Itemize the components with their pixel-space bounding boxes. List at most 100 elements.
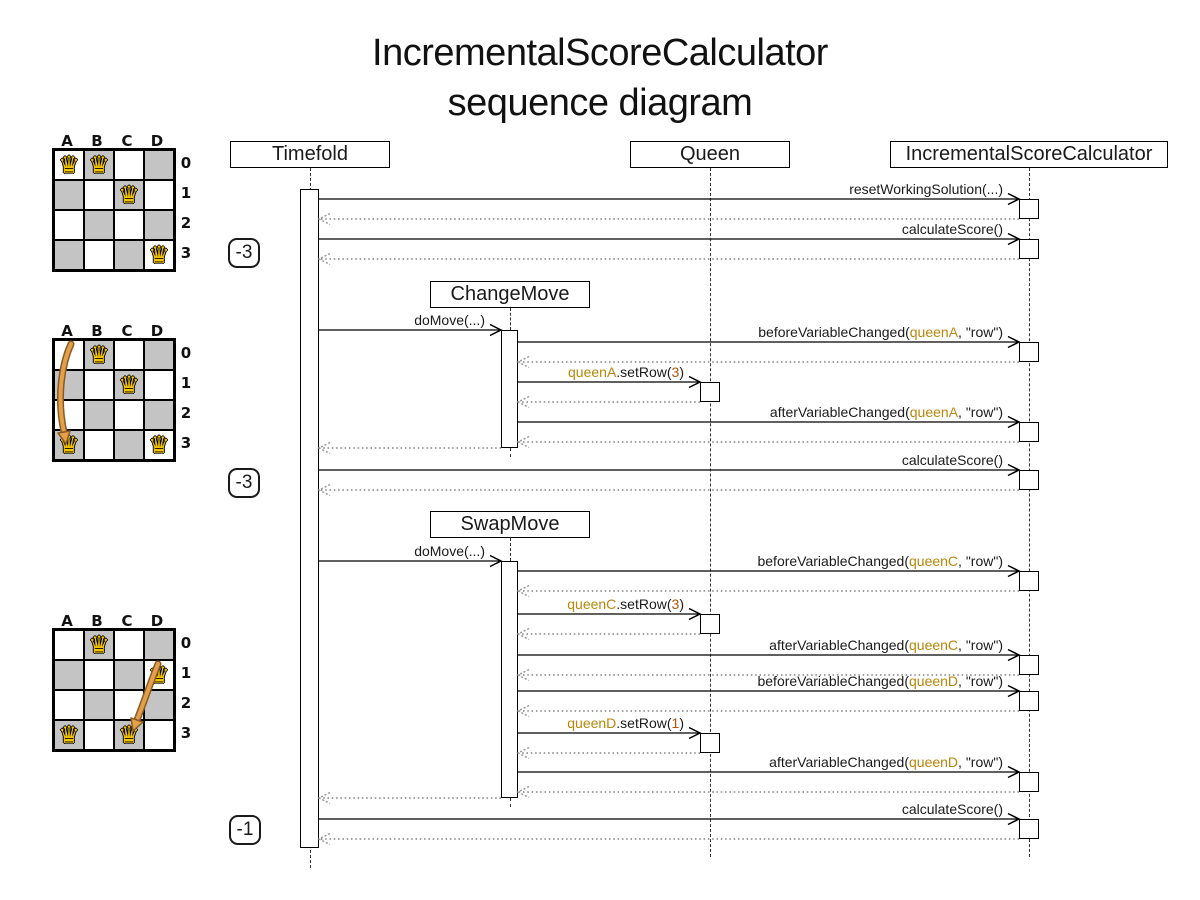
message-text: doMove(...) — [414, 543, 485, 559]
queen-reference-text: queenD — [909, 673, 959, 689]
board-cell — [54, 180, 84, 210]
board-row-label: 3 — [180, 724, 192, 742]
board-column-label: C — [121, 612, 133, 630]
board-cell — [114, 370, 144, 400]
board-cell — [84, 180, 114, 210]
call-arrowhead-icon — [1007, 192, 1021, 206]
board-cell — [144, 240, 174, 270]
row-number-text: 3 — [671, 596, 680, 612]
queen-reference-text: queenD — [909, 754, 959, 770]
call-arrowhead-icon — [688, 375, 702, 389]
score-badge: -3 — [228, 238, 260, 268]
participant-box-timefold: Timefold — [230, 141, 390, 168]
return-arrowhead-icon — [516, 584, 530, 598]
message-text: .setRow( — [616, 596, 672, 612]
board-row-label: 2 — [180, 404, 192, 422]
board-cell — [84, 630, 114, 660]
board-cell — [144, 180, 174, 210]
board-cell — [114, 240, 144, 270]
board-column-label: A — [61, 322, 73, 340]
message-label: afterVariableChanged(queenC, "row") — [769, 637, 1003, 653]
board-cell — [144, 720, 174, 750]
board-column-label: A — [61, 612, 73, 630]
board-cell — [84, 720, 114, 750]
lifeline-stub-swapmove — [510, 798, 511, 807]
board-cell — [84, 210, 114, 240]
chessboard-3: A B C D ♛ ♛ ♛ ♛ 0 1 2 3 — [52, 612, 192, 752]
board-column-label: C — [121, 322, 133, 340]
queen-icon: ♛ — [118, 721, 140, 749]
board-column-label: B — [91, 612, 103, 630]
message-text: beforeVariableChanged( — [757, 553, 909, 569]
activation-box-isc — [1019, 772, 1039, 792]
board-row-label: 0 — [180, 154, 192, 172]
board-grid: ♛ ♛ ♛ ♛ — [52, 628, 176, 752]
board-cell — [144, 370, 174, 400]
board-cell — [114, 630, 144, 660]
message-label: calculateScore() — [902, 452, 1003, 468]
message-label: afterVariableChanged(queenA, "row") — [770, 404, 1003, 420]
activation-box-queen — [700, 382, 720, 402]
message-label: calculateScore() — [902, 221, 1003, 237]
activation-bar-changemove — [501, 330, 518, 448]
participant-box-isc: IncrementalScoreCalculator — [890, 141, 1168, 168]
lifeline-swapmove — [510, 538, 511, 561]
queen-icon: ♛ — [88, 341, 110, 369]
board-cell — [54, 400, 84, 430]
board-cell — [114, 400, 144, 430]
message-text: , "row") — [958, 673, 1003, 689]
board-cell — [84, 370, 114, 400]
board-row-label: 0 — [180, 634, 192, 652]
board-row-label: 1 — [180, 664, 192, 682]
lifeline-stub-changemove — [510, 448, 511, 457]
call-arrowhead-icon — [1007, 648, 1021, 662]
board-cell — [54, 210, 84, 240]
board-cell — [144, 690, 174, 720]
return-arrowhead-icon — [516, 785, 530, 799]
message-text: .setRow( — [616, 364, 672, 380]
activation-box-queen — [700, 614, 720, 634]
queen-reference-text: queenA — [909, 324, 959, 340]
diagram-title-line2: sequence diagram — [447, 82, 753, 124]
queen-reference-text: queenA — [568, 364, 617, 380]
activation-box-isc — [1019, 199, 1039, 219]
message-text: afterVariableChanged( — [769, 754, 909, 770]
return-arrowhead-icon — [516, 395, 530, 409]
message-text: resetWorkingSolution(...) — [849, 181, 1003, 197]
activation-box-isc — [1019, 470, 1039, 490]
call-arrowhead-icon — [1007, 335, 1021, 349]
board-grid: ♛ ♛ ♛ ♛ — [52, 148, 176, 272]
return-arrowhead-icon — [516, 355, 530, 369]
board-cell — [54, 690, 84, 720]
message-label: beforeVariableChanged(queenD, "row") — [757, 673, 1003, 689]
call-arrowhead-icon — [1007, 415, 1021, 429]
call-arrowhead-icon — [1007, 765, 1021, 779]
activation-box-isc — [1019, 691, 1039, 711]
board-grid: ♛ ♛ ♛ ♛ — [52, 338, 176, 462]
board-cell — [114, 690, 144, 720]
board-cell — [114, 210, 144, 240]
message-label: queenA.setRow(3) — [568, 364, 684, 380]
queen-reference-text: queenC — [909, 553, 959, 569]
message-text: , "row") — [958, 324, 1003, 340]
message-label: beforeVariableChanged(queenA, "row") — [758, 324, 1003, 340]
activation-box-isc — [1019, 571, 1039, 591]
queen-icon: ♛ — [88, 151, 110, 179]
message-label: beforeVariableChanged(queenC, "row") — [757, 553, 1003, 569]
board-cell — [114, 150, 144, 180]
queen-icon: ♛ — [148, 661, 170, 689]
activation-box-isc — [1019, 655, 1039, 675]
board-cell — [84, 150, 114, 180]
queen-icon: ♛ — [118, 181, 140, 209]
board-cell — [144, 210, 174, 240]
message-label: resetWorkingSolution(...) — [849, 181, 1003, 197]
board-cell — [84, 690, 114, 720]
row-number-text: 3 — [671, 364, 680, 380]
message-label: queenC.setRow(3) — [567, 596, 684, 612]
message-text: calculateScore() — [901, 452, 1003, 468]
activation-box-isc — [1019, 819, 1039, 839]
board-row-label: 0 — [180, 344, 192, 362]
call-arrowhead-icon — [489, 323, 503, 337]
board-row-label: 3 — [180, 434, 192, 452]
